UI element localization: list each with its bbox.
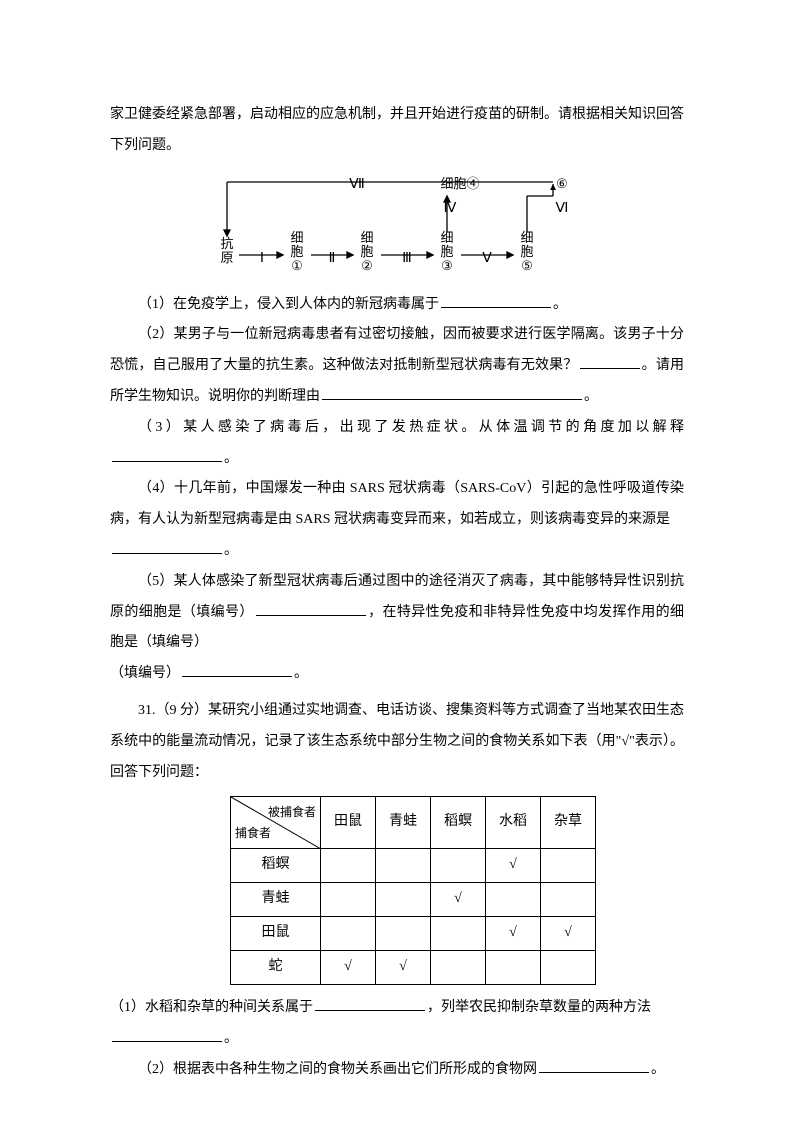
question-5: （5）某人体感染了新型冠状病毒后通过图中的途径消灭了病毒，其中能够特异性识别抗原… (110, 567, 684, 659)
table-cell (376, 917, 431, 951)
question-4: （4）十几年前，中国爆发一种由 SARS 冠状病毒（SARS-CoV）引起的急性… (110, 474, 684, 536)
table-row: 田鼠 √ √ (231, 917, 596, 951)
q4-text-b: 。 (224, 543, 238, 558)
question-1: （1）在免疫学上，侵入到人体内的新冠病毒属于 。 (110, 290, 684, 321)
table-cell: √ (541, 917, 596, 951)
svg-text:Ⅴ: Ⅴ (482, 251, 492, 266)
svg-text:③: ③ (441, 258, 453, 273)
table-cell (431, 849, 486, 883)
question-2: （2）某男子与一位新冠病毒患者有过密切接触，因而被要求进行医学隔离。该男子十分恐… (110, 320, 684, 412)
table-cell (486, 883, 541, 917)
svg-text:Ⅶ: Ⅶ (349, 177, 365, 192)
q3-text-b: 。 (224, 451, 238, 466)
table-col-2: 稻螟 (431, 797, 486, 849)
table-col-4: 杂草 (541, 797, 596, 849)
svg-text:细: 细 (360, 230, 373, 245)
q1-blank (441, 294, 551, 308)
q3-blank (112, 448, 222, 462)
table-cell (376, 849, 431, 883)
table-cell (376, 883, 431, 917)
svg-text:胞: 胞 (520, 244, 533, 259)
intro-text: 家卫健委经紧急部署，启动相应的应急机制，并且开始进行疫苗的研制。请根据相关知识回… (110, 107, 684, 153)
table-cell (541, 883, 596, 917)
svg-text:细: 细 (290, 230, 303, 245)
question-4-blank-row: 。 (110, 536, 684, 567)
table-header-diag: 被捕食者 捕食者 (231, 797, 321, 849)
table-rowname-3: 蛇 (231, 951, 321, 985)
svg-text:Ⅰ: Ⅰ (260, 251, 264, 266)
svg-text:细胞④: 细胞④ (440, 176, 479, 191)
table-rowname-1: 青蛙 (231, 883, 321, 917)
table-col-1: 青蛙 (376, 797, 431, 849)
question-5-line2: （填编号）。 (110, 659, 684, 690)
q31-1-text-a: （1）水稻和杂草的种间关系属于 (110, 1000, 313, 1015)
predation-table: 被捕食者 捕食者 田鼠 青蛙 稻螟 水稻 杂草 稻螟 √ 青蛙 √ 田鼠 (230, 796, 684, 985)
svg-text:⑥: ⑥ (556, 176, 568, 191)
question-31-1-line2: 。 (110, 1024, 684, 1055)
table-cell (321, 883, 376, 917)
svg-text:Ⅱ: Ⅱ (329, 251, 336, 266)
table-cell: √ (431, 883, 486, 917)
svg-text:胞: 胞 (360, 244, 373, 259)
svg-text:②: ② (361, 258, 373, 273)
svg-text:抗: 抗 (220, 236, 233, 251)
q31-2-text-b: 。 (651, 1062, 665, 1077)
table-cell: √ (376, 951, 431, 985)
table-header-top: 被捕食者 (268, 799, 316, 825)
q1-text-b: 。 (553, 297, 567, 312)
svg-text:原: 原 (220, 250, 233, 265)
q31-lead-text: 31.（9 分）某研究小组通过实地调查、电话访谈、搜集资料等方式调查了当地某农田… (110, 703, 684, 780)
svg-text:Ⅳ: Ⅳ (444, 201, 457, 216)
table-rowname-2: 田鼠 (231, 917, 321, 951)
q2-blank-1 (580, 355, 640, 369)
q31-1-blank-1 (315, 997, 425, 1011)
table-cell (431, 951, 486, 985)
table-cell: √ (321, 951, 376, 985)
intro-paragraph: 家卫健委经紧急部署，启动相应的应急机制，并且开始进行疫苗的研制。请根据相关知识回… (110, 100, 684, 162)
q3-text-a: （3）某人感染了病毒后，出现了发热症状。从体温调节的角度加以解释 (138, 420, 684, 435)
svg-text:细: 细 (440, 230, 453, 245)
table-header-left: 捕食者 (235, 820, 271, 846)
svg-text:细: 细 (520, 230, 533, 245)
q2-blank-2 (322, 386, 582, 400)
table-cell (486, 951, 541, 985)
table-cell (321, 849, 376, 883)
immune-diagram: 抗原 细胞① 细胞② 细胞③ 细胞⑤ 细胞④ ⑥ Ⅰ Ⅱ Ⅲ Ⅳ Ⅴ Ⅵ Ⅶ (207, 170, 587, 280)
q5-blank-1 (256, 602, 366, 616)
svg-text:①: ① (291, 258, 303, 273)
q31-2-blank (539, 1059, 649, 1073)
table-cell (321, 917, 376, 951)
svg-text:⑤: ⑤ (521, 258, 533, 273)
question-31-1: （1）水稻和杂草的种间关系属于 ，列举农民抑制杂草数量的两种方法 (110, 993, 684, 1024)
svg-text:胞: 胞 (440, 244, 453, 259)
table-rowname-0: 稻螟 (231, 849, 321, 883)
q5-text-c: 。 (294, 666, 308, 681)
q5-blank-2 (182, 663, 292, 677)
table-row: 蛇 √ √ (231, 951, 596, 985)
question-31-lead: 31.（9 分）某研究小组通过实地调查、电话访谈、搜集资料等方式调查了当地某农田… (110, 696, 684, 788)
q1-text-a: （1）在免疫学上，侵入到人体内的新冠病毒属于 (138, 297, 439, 312)
table-col-3: 水稻 (486, 797, 541, 849)
question-31-2: （2）根据表中各种生物之间的食物关系画出它们所形成的食物网 。 (110, 1055, 684, 1086)
table-col-0: 田鼠 (321, 797, 376, 849)
q4-blank (112, 540, 222, 554)
question-3: （3）某人感染了病毒后，出现了发热症状。从体温调节的角度加以解释。 (110, 413, 684, 475)
table-cell (541, 849, 596, 883)
table-row: 青蛙 √ (231, 883, 596, 917)
svg-text:Ⅲ: Ⅲ (402, 251, 412, 266)
q31-1-text-b: ，列举农民抑制杂草数量的两种方法 (427, 1000, 651, 1015)
table-row: 稻螟 √ (231, 849, 596, 883)
q2-text-c: 。 (584, 389, 598, 404)
q31-1-blank-2 (112, 1028, 222, 1042)
table-cell: √ (486, 917, 541, 951)
svg-text:胞: 胞 (290, 244, 303, 259)
table-cell (541, 951, 596, 985)
svg-text:Ⅵ: Ⅵ (556, 201, 569, 216)
q4-text-a: （4）十几年前，中国爆发一种由 SARS 冠状病毒（SARS-CoV）引起的急性… (110, 481, 684, 527)
q31-2-text-a: （2）根据表中各种生物之间的食物关系画出它们所形成的食物网 (138, 1062, 537, 1077)
q31-1-text-c: 。 (224, 1031, 238, 1046)
table-cell (431, 917, 486, 951)
table-cell: √ (486, 849, 541, 883)
